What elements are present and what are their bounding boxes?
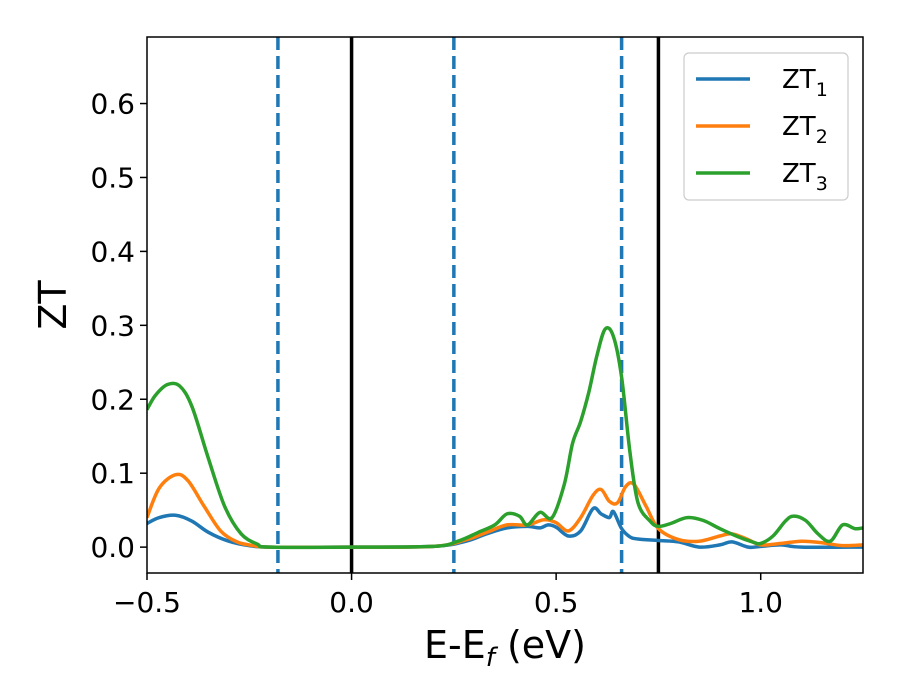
y-tick-label-4: 0.4 — [90, 235, 135, 268]
legend-label-0: ZT1 — [782, 65, 828, 101]
legend-label-1: ZT2 — [782, 112, 828, 148]
x-axis-label-main: E-E — [424, 623, 486, 667]
x-tick-label-3: 1.0 — [738, 586, 783, 619]
x-tick-label-0: −0.5 — [113, 586, 181, 619]
y-tick-label-5: 0.5 — [90, 161, 135, 194]
series-line-zt3 — [147, 325, 863, 550]
x-axis-ticks: −0.5 0.0 0.5 1.0 — [113, 573, 783, 619]
x-axis-label: E-Ef (eV) — [424, 623, 586, 673]
y-tick-label-3: 0.3 — [90, 309, 135, 342]
x-axis-label-tail: (eV) — [495, 623, 586, 667]
y-tick-label-2: 0.2 — [90, 383, 135, 416]
series-line-zt2 — [147, 472, 863, 550]
reference-lines — [276, 37, 661, 573]
y-axis-label: ZT — [31, 280, 75, 330]
y-tick-label-1: 0.1 — [90, 457, 135, 490]
legend-label-2: ZT3 — [782, 159, 828, 195]
y-tick-label-6: 0.6 — [90, 88, 135, 121]
y-tick-label-0: 0.0 — [90, 531, 135, 564]
legend: ZT1 ZT2 ZT3 — [683, 52, 849, 201]
y-axis-ticks: 0.0 0.1 0.2 0.3 0.4 0.5 0.6 — [90, 88, 147, 564]
plot-frame — [146, 36, 864, 574]
series-lines — [147, 325, 863, 550]
x-tick-label-2: 0.5 — [534, 586, 579, 619]
legend-box — [683, 52, 849, 201]
x-tick-label-1: 0.0 — [329, 586, 374, 619]
